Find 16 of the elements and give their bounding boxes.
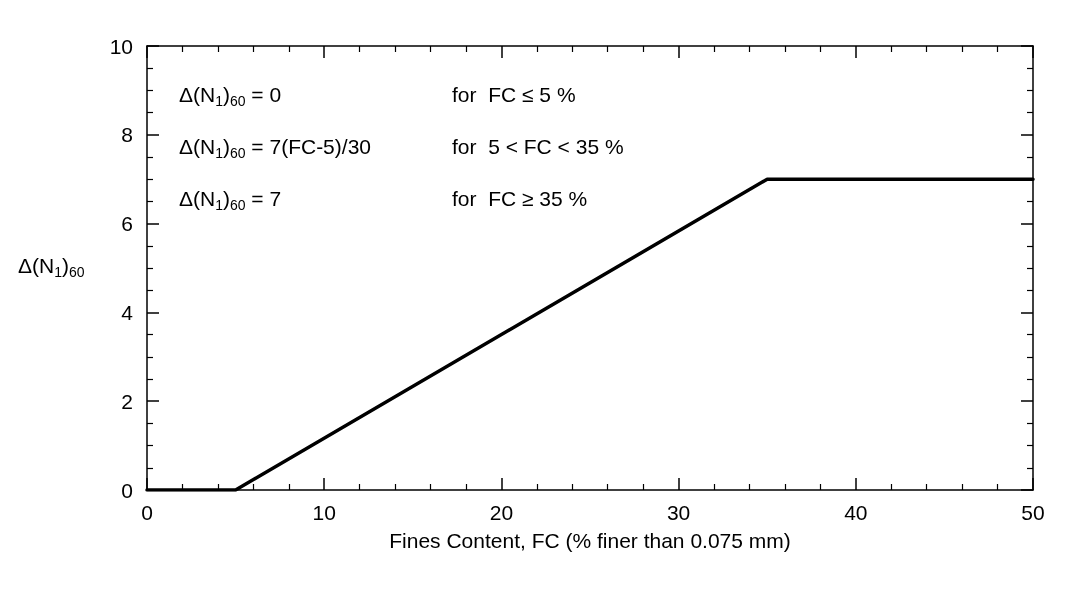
x-axis-title: Fines Content, FC (% finer than 0.075 mm) bbox=[389, 529, 791, 552]
x-tick-label: 50 bbox=[1021, 501, 1045, 524]
y-tick-label: 6 bbox=[121, 212, 133, 236]
annotation: for FC ≤ 5 % bbox=[452, 83, 576, 106]
annotation: for FC ≥ 35 % bbox=[452, 187, 588, 210]
x-tick-label: 20 bbox=[489, 501, 514, 524]
y-tick-label: 10 bbox=[109, 34, 133, 58]
x-tick-label: 10 bbox=[312, 501, 336, 524]
y-tick-label: 8 bbox=[121, 123, 133, 147]
x-tick-label: 30 bbox=[666, 501, 691, 524]
y-tick-label: 2 bbox=[121, 389, 133, 413]
y-tick-label: 0 bbox=[121, 478, 133, 502]
x-tick-label: 0 bbox=[141, 501, 153, 524]
annotation: for 5 < FC < 35 % bbox=[452, 135, 624, 158]
y-tick-label: 4 bbox=[121, 300, 134, 324]
x-tick-label: 40 bbox=[844, 501, 868, 524]
